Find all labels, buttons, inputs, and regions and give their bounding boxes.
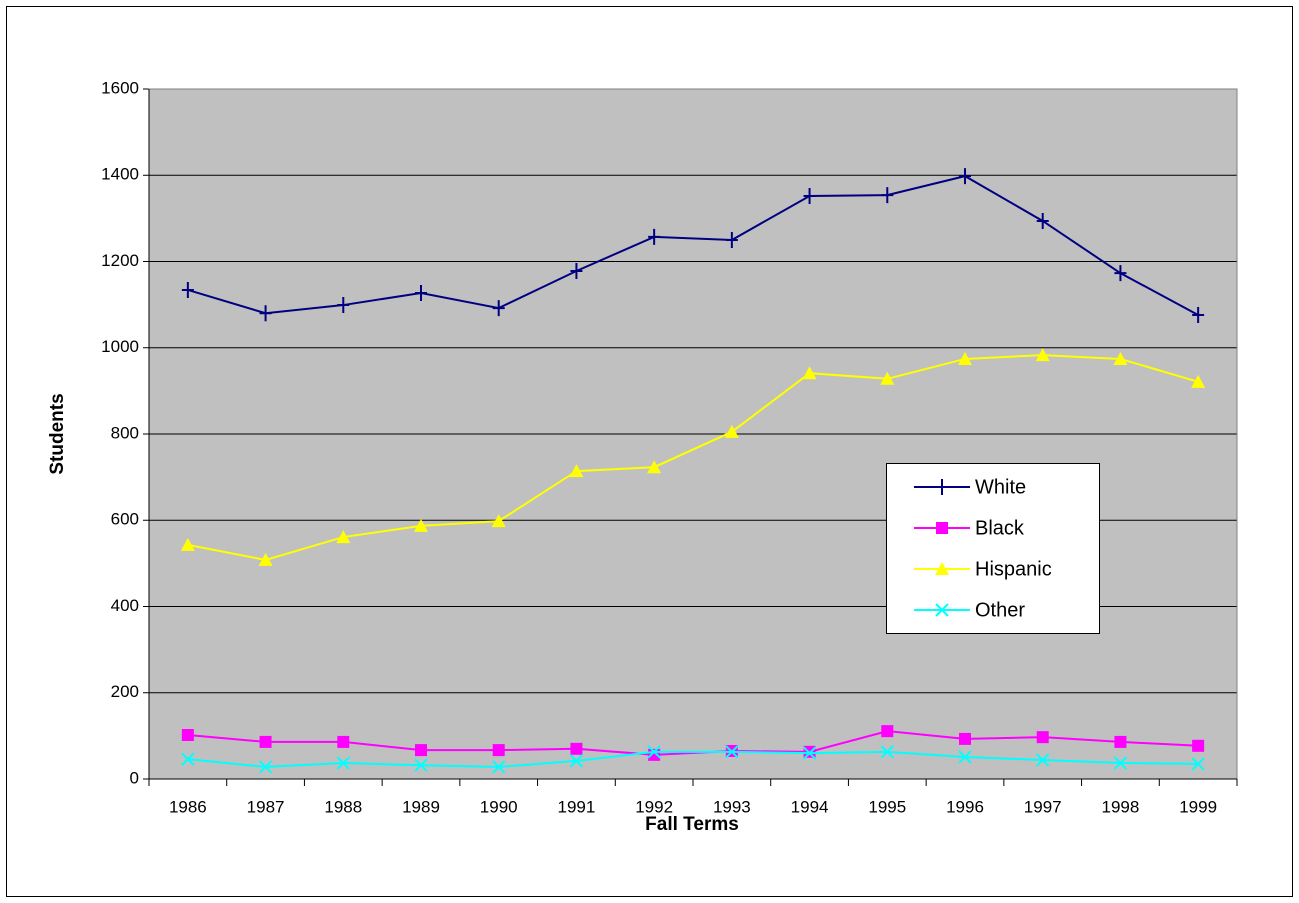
marker xyxy=(647,460,662,474)
legend: White Black Hispanic Other xyxy=(886,463,1100,634)
legend-label: White xyxy=(975,476,1026,498)
y-axis-label: Students xyxy=(47,393,68,474)
legend-marker xyxy=(936,522,948,534)
legend-marker xyxy=(936,479,948,495)
marker xyxy=(802,366,817,380)
y-tick-label: 1000 xyxy=(101,337,139,356)
x-tick-label: 1992 xyxy=(635,797,673,816)
marker xyxy=(725,745,739,759)
marker xyxy=(1192,739,1205,752)
marker xyxy=(1191,757,1205,771)
legend-marker xyxy=(935,562,949,575)
marker xyxy=(415,744,427,757)
marker xyxy=(337,297,350,314)
x-tick-label: 1995 xyxy=(868,797,906,816)
marker xyxy=(492,744,505,757)
y-tick-label: 600 xyxy=(111,510,139,529)
marker xyxy=(259,735,272,748)
marker xyxy=(880,745,894,759)
series-line xyxy=(187,175,1199,316)
x-tick-label: 1997 xyxy=(1024,797,1062,816)
marker xyxy=(492,760,506,774)
y-tick-label: 0 xyxy=(130,768,139,787)
marker xyxy=(1191,374,1206,388)
marker xyxy=(881,187,894,204)
series-line xyxy=(187,730,1199,756)
marker xyxy=(1035,348,1050,362)
marker xyxy=(880,371,895,385)
marker xyxy=(1113,756,1128,770)
y-tick-label: 1200 xyxy=(101,251,139,270)
marker xyxy=(337,735,350,748)
marker xyxy=(803,187,816,204)
marker xyxy=(570,742,583,755)
marker xyxy=(1114,265,1127,282)
x-tick-label: 1987 xyxy=(247,797,285,816)
y-tick-label: 200 xyxy=(111,682,139,701)
marker xyxy=(724,424,739,438)
marker xyxy=(648,228,661,245)
marker xyxy=(414,758,428,772)
marker xyxy=(180,537,195,551)
series-line xyxy=(187,750,1199,768)
x-tick-label: 1988 xyxy=(324,797,362,816)
y-tick-label: 1400 xyxy=(101,165,139,184)
y-tick-label: 400 xyxy=(111,596,139,615)
marker xyxy=(1036,731,1049,744)
marker xyxy=(1036,753,1050,767)
y-tick-label: 1600 xyxy=(101,78,139,97)
legend-marker xyxy=(935,603,949,617)
marker xyxy=(336,756,350,770)
marker xyxy=(1192,306,1205,323)
marker xyxy=(881,725,894,738)
marker xyxy=(1036,212,1049,229)
x-tick-label: 1999 xyxy=(1179,797,1217,816)
marker xyxy=(1114,735,1127,748)
marker xyxy=(259,305,272,322)
x-tick-label: 1994 xyxy=(791,797,829,816)
y-tick-label: 800 xyxy=(111,423,139,442)
marker xyxy=(958,750,972,764)
marker xyxy=(491,514,506,528)
x-tick-label: 1990 xyxy=(480,797,518,816)
marker xyxy=(958,351,972,365)
marker xyxy=(414,518,428,532)
marker xyxy=(181,752,195,766)
marker xyxy=(492,300,505,317)
x-tick-label: 1991 xyxy=(558,797,596,816)
marker xyxy=(959,732,971,745)
legend-label: Black xyxy=(975,517,1025,539)
x-tick-label: 1996 xyxy=(946,797,984,816)
x-tick-label: 1989 xyxy=(402,797,440,816)
marker xyxy=(181,281,194,298)
x-tick-label: 1998 xyxy=(1102,797,1140,816)
legend-label: Hispanic xyxy=(975,558,1052,580)
x-tick-label: 1993 xyxy=(713,797,751,816)
marker xyxy=(959,168,971,185)
marker xyxy=(258,552,273,566)
series-line xyxy=(187,354,1199,561)
marker xyxy=(336,530,351,544)
legend-label: Other xyxy=(975,599,1025,621)
marker xyxy=(569,464,584,478)
x-tick-label: 1986 xyxy=(169,797,207,816)
marker xyxy=(181,729,194,742)
marker xyxy=(725,231,738,248)
marker xyxy=(570,262,583,279)
marker xyxy=(258,760,273,774)
marker xyxy=(647,745,661,759)
marker xyxy=(802,746,817,760)
marker xyxy=(569,754,584,768)
marker xyxy=(1113,351,1128,365)
marker xyxy=(415,284,427,301)
x-axis-label: Fall Terms xyxy=(645,814,739,835)
legend-box xyxy=(886,463,1100,634)
